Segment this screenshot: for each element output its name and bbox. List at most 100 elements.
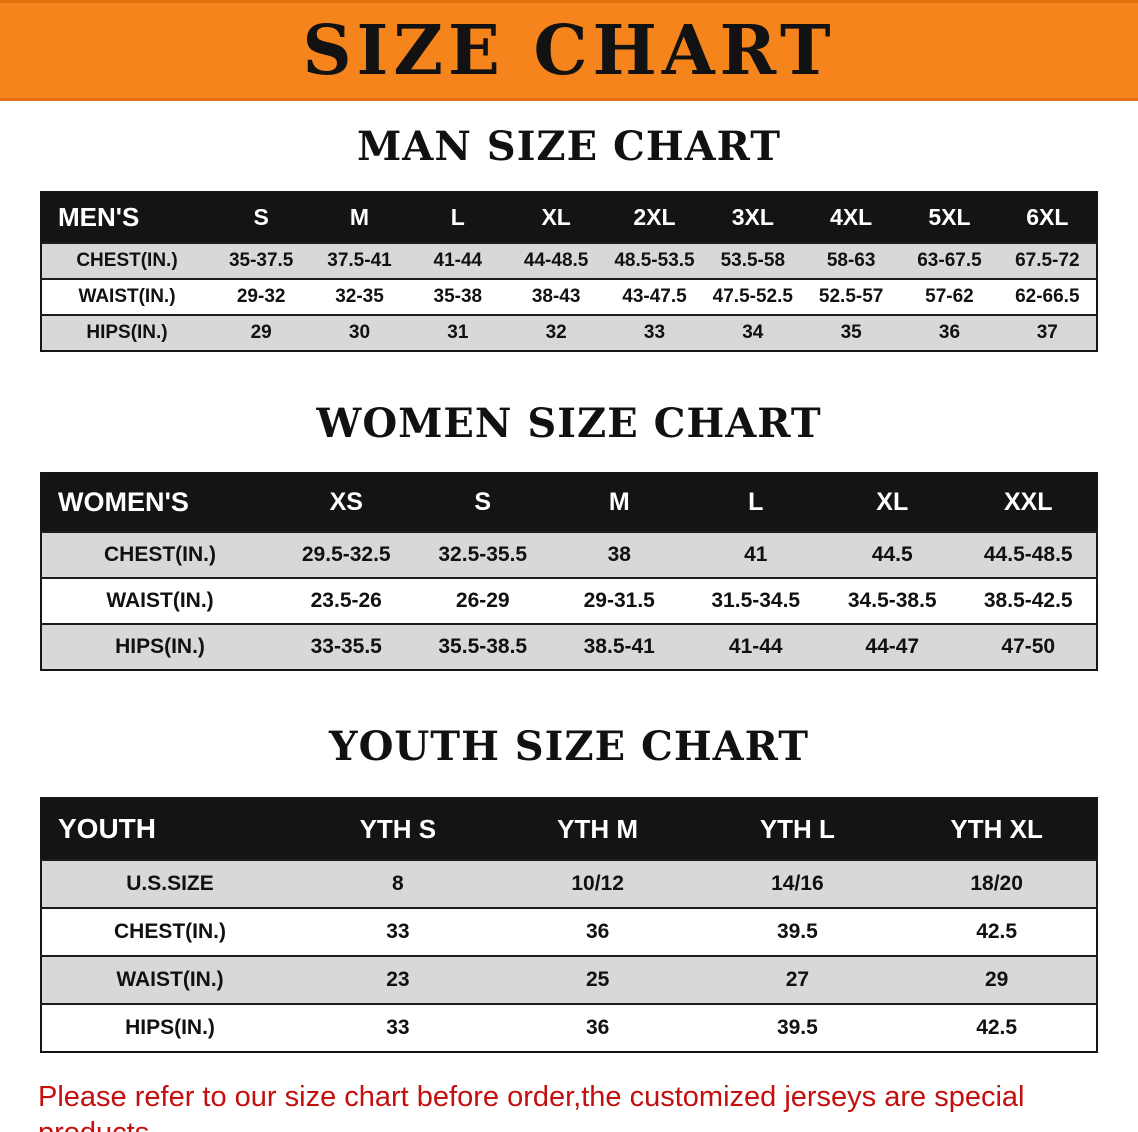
row-label: HIPS(IN.)	[41, 314, 212, 351]
man-size-heading: MAN SIZE CHART	[357, 123, 781, 170]
size-value: 39.5	[697, 907, 898, 956]
size-value: 37	[998, 314, 1097, 351]
size-column-header: YTH XL	[897, 798, 1097, 860]
size-value: 38-43	[506, 278, 606, 315]
size-value: 44.5	[824, 531, 961, 578]
youth-size-heading: YOUTH SIZE CHART	[329, 723, 809, 770]
row-label: HIPS(IN.)	[41, 1003, 298, 1052]
size-column-header: M	[310, 192, 409, 243]
size-value: 35-37.5	[212, 242, 311, 279]
size-column-header: M	[551, 473, 688, 532]
size-column-header: 6XL	[998, 192, 1097, 243]
women-size-section: WOMEN SIZE CHART WOMEN'S XS S M L XL XXL CHEST(…	[0, 404, 1138, 671]
table-row: CHEST(IN.) 33 36 39.5 42.5	[41, 907, 1097, 956]
size-value: 41-44	[408, 242, 507, 279]
size-value: 53.5-58	[703, 242, 802, 279]
size-value: 32	[506, 314, 606, 351]
row-label: CHEST(IN.)	[41, 531, 278, 578]
size-value: 42.5	[897, 1003, 1097, 1052]
size-value: 38	[551, 531, 688, 578]
size-column-header: XL	[506, 192, 606, 243]
size-value: 35.5-38.5	[414, 623, 551, 670]
size-value: 67.5-72	[998, 242, 1097, 279]
size-value: 57-62	[900, 278, 999, 315]
table-row: HIPS(IN.) 33-35.5 35.5-38.5 38.5-41 41-44 44-…	[41, 623, 1097, 670]
size-value: 63-67.5	[900, 242, 999, 279]
table-corner-label: WOMEN'S	[41, 473, 278, 532]
row-label: WAIST(IN.)	[41, 955, 298, 1004]
women-size-heading: WOMEN SIZE CHART	[316, 400, 822, 447]
size-value: 31.5-34.5	[687, 577, 824, 624]
size-column-header: L	[687, 473, 824, 532]
row-label: CHEST(IN.)	[41, 907, 298, 956]
size-value: 41	[687, 531, 824, 578]
size-value: 37.5-41	[310, 242, 409, 279]
size-value: 33	[298, 1003, 498, 1052]
page-title: SIZE CHART	[302, 10, 836, 91]
youth-size-section: YOUTH SIZE CHART YOUTH YTH S YTH M YTH L YTH…	[0, 727, 1138, 1053]
size-value: 43-47.5	[605, 278, 704, 315]
size-column-header: YTH S	[298, 798, 498, 860]
footer-notice: Please refer to our size chart before or…	[0, 1079, 1138, 1132]
size-value: 8	[298, 859, 498, 908]
size-value: 58-63	[801, 242, 901, 279]
size-value: 44.5-48.5	[960, 531, 1097, 578]
size-value: 23	[298, 955, 498, 1004]
size-column-header: S	[414, 473, 551, 532]
table-row: U.S.SIZE 8 10/12 14/16 18/20	[41, 859, 1097, 908]
size-value: 47.5-52.5	[703, 278, 802, 315]
size-value: 44-47	[824, 623, 961, 670]
size-value: 52.5-57	[801, 278, 901, 315]
size-value: 35-38	[408, 278, 507, 315]
size-value: 34	[703, 314, 802, 351]
size-column-header: YTH L	[697, 798, 898, 860]
row-label: HIPS(IN.)	[41, 623, 278, 670]
size-value: 33-35.5	[278, 623, 415, 670]
row-label: WAIST(IN.)	[41, 577, 278, 624]
table-header-row: WOMEN'S XS S M L XL XXL	[41, 473, 1097, 532]
size-value: 36	[497, 1003, 698, 1052]
table-row: HIPS(IN.) 33 36 39.5 42.5	[41, 1003, 1097, 1052]
size-value: 38.5-42.5	[960, 577, 1097, 624]
size-column-header: 5XL	[900, 192, 999, 243]
womens-size-table: WOMEN'S XS S M L XL XXL CHEST(IN.) 29.5-32.5 32.5…	[40, 472, 1098, 671]
notice-line-1: Please refer to our size chart before or…	[38, 1081, 1025, 1132]
table-row: WAIST(IN.) 29-32 32-35 35-38 38-43 43-47.5 47.…	[41, 278, 1097, 315]
size-value: 29	[212, 314, 311, 351]
size-value: 38.5-41	[551, 623, 688, 670]
size-column-header: XXL	[960, 473, 1097, 532]
size-value: 29.5-32.5	[278, 531, 415, 578]
size-value: 29-31.5	[551, 577, 688, 624]
size-value: 34.5-38.5	[824, 577, 961, 624]
size-value: 23.5-26	[278, 577, 415, 624]
row-label: CHEST(IN.)	[41, 242, 212, 279]
size-column-header: S	[212, 192, 311, 243]
size-column-header: XL	[824, 473, 961, 532]
size-column-header: YTH M	[497, 798, 698, 860]
size-column-header: 4XL	[801, 192, 901, 243]
size-value: 32.5-35.5	[414, 531, 551, 578]
table-row: CHEST(IN.) 35-37.5 37.5-41 41-44 44-48.5 48.5…	[41, 242, 1097, 279]
size-value: 33	[605, 314, 704, 351]
size-value: 27	[697, 955, 898, 1004]
size-value: 42.5	[897, 907, 1097, 956]
size-value: 44-48.5	[506, 242, 606, 279]
size-value: 62-66.5	[998, 278, 1097, 315]
size-value: 32-35	[310, 278, 409, 315]
size-value: 35	[801, 314, 901, 351]
size-value: 25	[497, 955, 698, 1004]
banner: SIZE CHART	[0, 0, 1138, 101]
size-column-header: XS	[278, 473, 415, 532]
row-label: WAIST(IN.)	[41, 278, 212, 315]
size-value: 26-29	[414, 577, 551, 624]
size-value: 41-44	[687, 623, 824, 670]
size-column-header: 2XL	[605, 192, 704, 243]
table-row: WAIST(IN.) 23.5-26 26-29 29-31.5 31.5-34.5 34…	[41, 577, 1097, 624]
size-column-header: 3XL	[703, 192, 802, 243]
size-value: 30	[310, 314, 409, 351]
size-value: 29-32	[212, 278, 311, 315]
table-row: WAIST(IN.) 23 25 27 29	[41, 955, 1097, 1004]
mens-size-table: MEN'S S M L XL 2XL 3XL 4XL 5XL 6XL CHEST(IN.) 35-37…	[40, 191, 1098, 352]
table-row: HIPS(IN.) 29 30 31 32 33 34 35 36 37	[41, 314, 1097, 351]
